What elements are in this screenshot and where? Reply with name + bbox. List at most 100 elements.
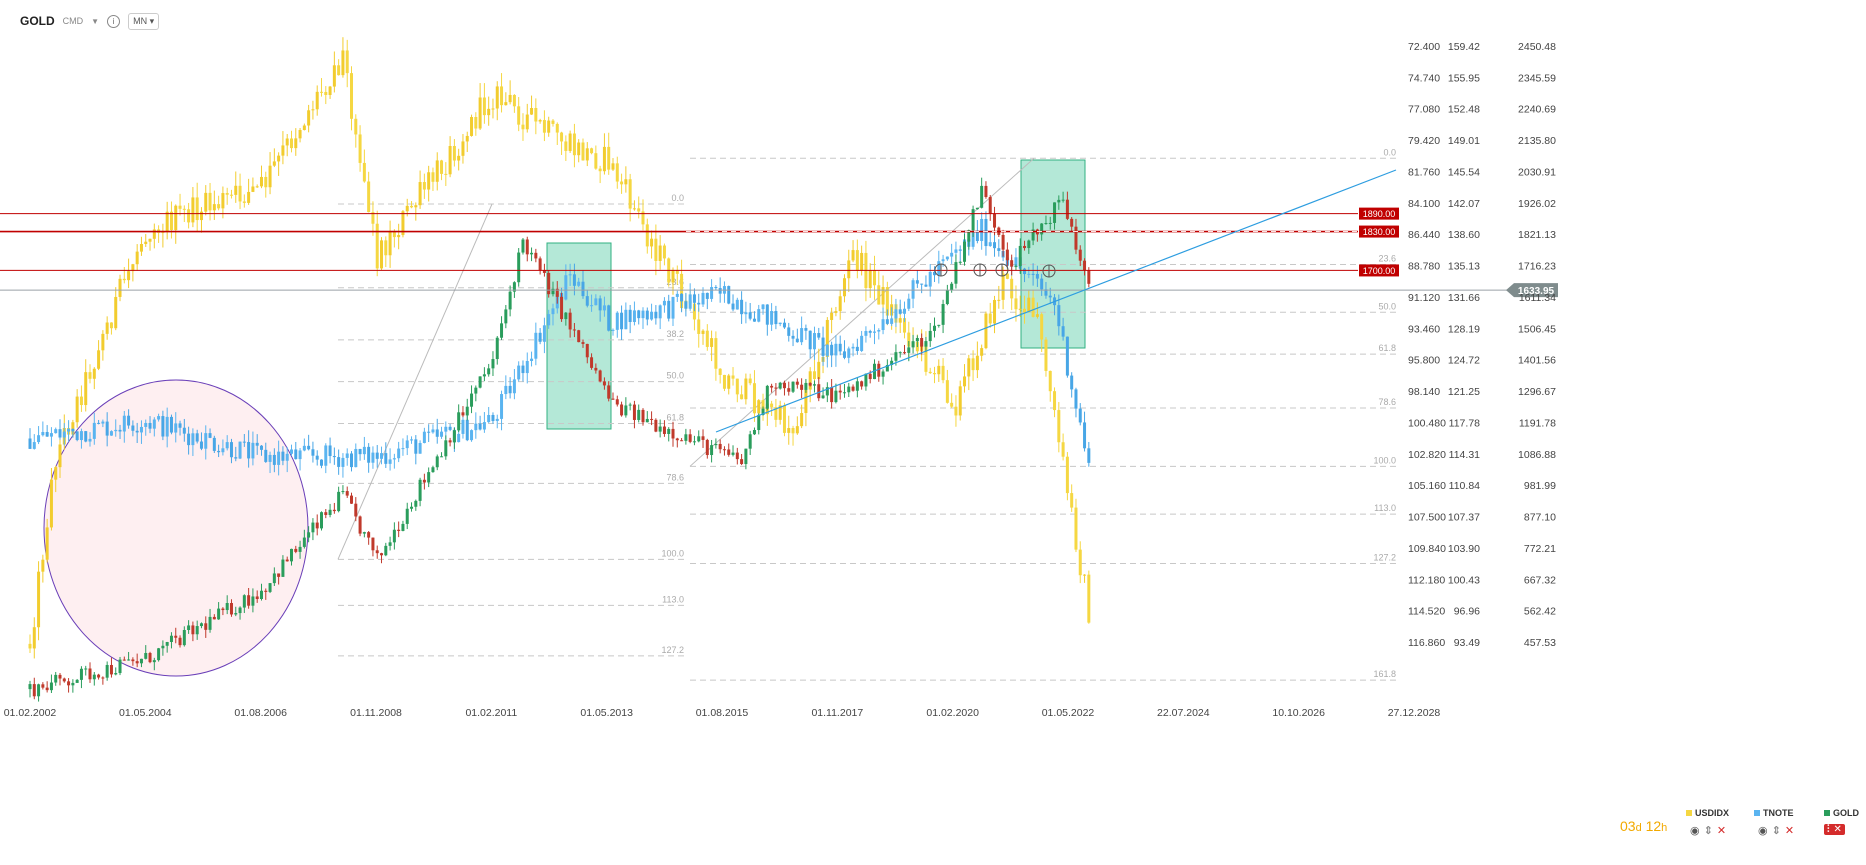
tnote-candle bbox=[547, 314, 551, 326]
usdidx-candle bbox=[328, 86, 332, 95]
gold-control-box[interactable]: ⫶ ✕ bbox=[1824, 824, 1845, 835]
symbol-label[interactable]: GOLD bbox=[20, 14, 55, 28]
gold-candle bbox=[45, 687, 49, 691]
close-icon[interactable]: ✕ bbox=[1784, 825, 1795, 837]
gold-candle bbox=[431, 467, 435, 473]
tnote-candle bbox=[705, 292, 709, 299]
usdidx-candle bbox=[817, 361, 821, 380]
eye-icon[interactable]: ◉ bbox=[1758, 825, 1768, 837]
legend-item-tnote[interactable]: TNOTE bbox=[1754, 808, 1794, 818]
gold-candle bbox=[221, 608, 225, 611]
usdidx-candle bbox=[735, 378, 739, 395]
gold-candle bbox=[341, 491, 345, 493]
tnote-candle bbox=[1057, 305, 1061, 327]
tnote-candle bbox=[521, 365, 525, 374]
gold-candle bbox=[590, 357, 594, 368]
gold-candle bbox=[105, 664, 109, 678]
chart-settings-icon[interactable]: ⫶ bbox=[1827, 824, 1830, 835]
chart-toolbar: GOLD CMD ▼ i MN ▾ bbox=[0, 0, 620, 42]
gold-candle bbox=[58, 674, 62, 679]
tnote-candle bbox=[422, 431, 426, 444]
usdidx-candle bbox=[187, 209, 191, 223]
gold-candle bbox=[448, 440, 452, 443]
y-axis-tick-label: 81.760 bbox=[1408, 166, 1440, 178]
gold-candle bbox=[1061, 199, 1065, 201]
y-axis-tick-label: 105.160 bbox=[1408, 480, 1446, 492]
usdidx-candle bbox=[1023, 308, 1027, 313]
y-axis-tick-label: 457.53 bbox=[1524, 637, 1556, 649]
x-axis-tick-label: 10.10.2026 bbox=[1272, 707, 1325, 719]
gold-candle bbox=[358, 516, 362, 534]
reorder-icon[interactable]: ⇕ bbox=[1771, 825, 1781, 837]
usdidx-candle bbox=[109, 322, 113, 329]
tnote-candle bbox=[945, 256, 949, 260]
tnote-candle bbox=[268, 454, 272, 462]
y-axis-tick-label: 152.48 bbox=[1448, 104, 1480, 116]
legend-item-gold[interactable]: GOLD bbox=[1824, 808, 1859, 818]
tnote-candle bbox=[628, 309, 632, 322]
current-price-label: 1633.95 bbox=[1518, 286, 1555, 297]
gold-candle bbox=[701, 436, 705, 440]
gold-candle bbox=[1001, 234, 1005, 250]
tnote-candle bbox=[28, 438, 32, 449]
fib-trend-line bbox=[337, 203, 493, 560]
gold-candle bbox=[294, 548, 298, 552]
info-icon[interactable]: i bbox=[107, 14, 121, 28]
usdidx-candle bbox=[787, 428, 791, 433]
fib-level-label: 100.0 bbox=[661, 548, 684, 558]
usdidx-candle bbox=[705, 330, 709, 347]
usdidx-candle bbox=[414, 205, 418, 208]
gold-candle bbox=[671, 428, 675, 439]
usdidx-candle bbox=[388, 232, 392, 256]
usdidx-candle bbox=[602, 146, 606, 172]
usdidx-candle bbox=[740, 394, 744, 400]
gold-candle bbox=[452, 430, 456, 443]
gold-candle bbox=[495, 337, 499, 360]
gold-candle bbox=[328, 509, 332, 515]
gold-candle bbox=[375, 550, 379, 554]
gold-candle bbox=[718, 443, 722, 450]
price-level-label: 1830.00 bbox=[1363, 227, 1396, 237]
gold-candle bbox=[187, 625, 191, 631]
gold-candle bbox=[1048, 222, 1052, 224]
gold-candle bbox=[285, 559, 289, 562]
y-axis-tick-label: 1611.34 bbox=[1519, 292, 1556, 304]
usdidx-candle bbox=[538, 120, 542, 122]
tnote-candle bbox=[319, 459, 323, 466]
gold-candle bbox=[954, 262, 958, 284]
tnote-candle bbox=[1070, 375, 1074, 390]
instrument-type-label[interactable]: CMD bbox=[62, 16, 84, 26]
tnote-candle bbox=[388, 459, 392, 464]
reorder-icon[interactable]: ⇕ bbox=[1703, 825, 1713, 837]
legend-item-usdidx[interactable]: USDIDX bbox=[1686, 808, 1729, 818]
usdidx-candle bbox=[662, 245, 666, 259]
usdidx-candle bbox=[410, 205, 414, 208]
gold-candle bbox=[1074, 226, 1078, 250]
close-icon[interactable]: ✕ bbox=[1716, 825, 1727, 837]
usdidx-candle bbox=[465, 135, 469, 142]
gold-candle bbox=[1065, 199, 1069, 219]
usdidx-candle bbox=[311, 109, 315, 111]
gold-candle bbox=[885, 365, 889, 372]
close-icon[interactable]: ✕ bbox=[1833, 824, 1842, 835]
tnote-candle bbox=[517, 365, 521, 380]
usdidx-candle bbox=[671, 269, 675, 283]
eye-icon[interactable]: ◉ bbox=[1690, 825, 1700, 837]
tnote-candle bbox=[152, 419, 156, 429]
gold-candle bbox=[182, 630, 186, 646]
tnote-candle bbox=[182, 427, 186, 434]
gold-candle bbox=[54, 674, 58, 683]
interval-select[interactable]: MN ▾ bbox=[128, 12, 160, 30]
gold-candle bbox=[354, 503, 358, 517]
y-axis-tick-label: 100.43 bbox=[1448, 574, 1480, 586]
gold-candle bbox=[388, 542, 392, 546]
tnote-candle bbox=[581, 281, 585, 297]
gold-candle bbox=[765, 385, 769, 409]
gold-candle bbox=[37, 684, 41, 697]
tnote-candle bbox=[362, 446, 366, 455]
gold-candle bbox=[1018, 245, 1022, 267]
chevron-down-icon[interactable]: ▼ bbox=[91, 16, 100, 26]
price-level-tag bbox=[1359, 207, 1399, 220]
usdidx-candle bbox=[204, 192, 208, 212]
